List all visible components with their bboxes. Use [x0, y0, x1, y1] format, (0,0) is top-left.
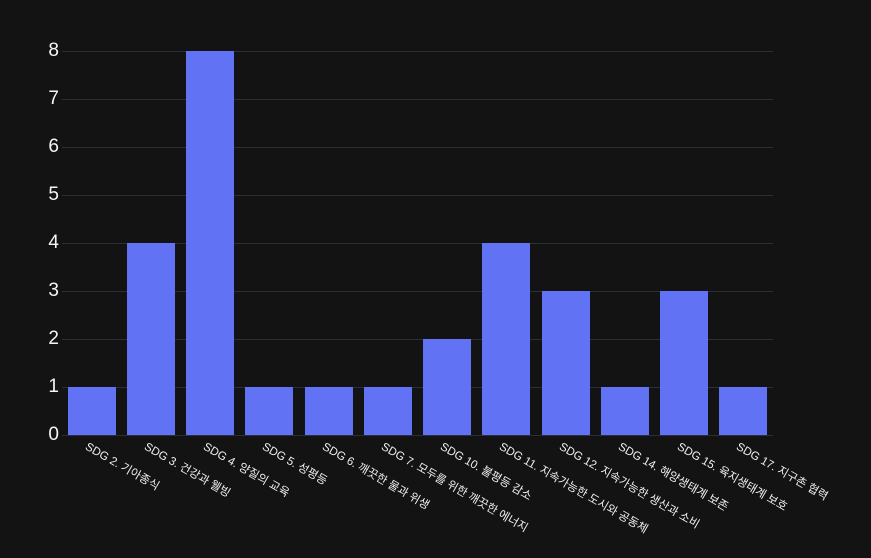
y-axis-tick-label: 1	[48, 376, 59, 397]
gridline	[62, 147, 773, 148]
y-axis-tick-label: 8	[48, 40, 59, 61]
bar	[719, 387, 768, 435]
gridline	[62, 51, 773, 52]
bar	[186, 51, 235, 435]
x-axis-tick-label: SDG 15. 육지생태계 보호	[675, 441, 789, 514]
bar	[304, 387, 353, 435]
bar	[67, 387, 116, 435]
y-axis-tick-label: 4	[48, 232, 59, 253]
bar	[126, 243, 175, 435]
x-axis-tick-label: SDG 6. 깨끗한 물과 위생	[319, 441, 431, 513]
y-axis-tick-label: 6	[48, 136, 59, 157]
bar	[245, 387, 294, 435]
y-axis-tick-label: 5	[48, 184, 59, 205]
y-axis-tick-label: 7	[48, 88, 59, 109]
bar	[660, 291, 709, 435]
bar	[600, 387, 649, 435]
gridline	[62, 435, 773, 436]
gridline	[62, 195, 773, 196]
bar	[482, 243, 531, 435]
gridline	[62, 99, 773, 100]
y-axis-tick-label: 0	[48, 424, 59, 445]
bar	[363, 387, 412, 435]
bar	[423, 339, 472, 435]
y-axis-tick-label: 2	[48, 328, 59, 349]
y-axis-tick-label: 3	[48, 280, 59, 301]
bar	[541, 291, 590, 435]
